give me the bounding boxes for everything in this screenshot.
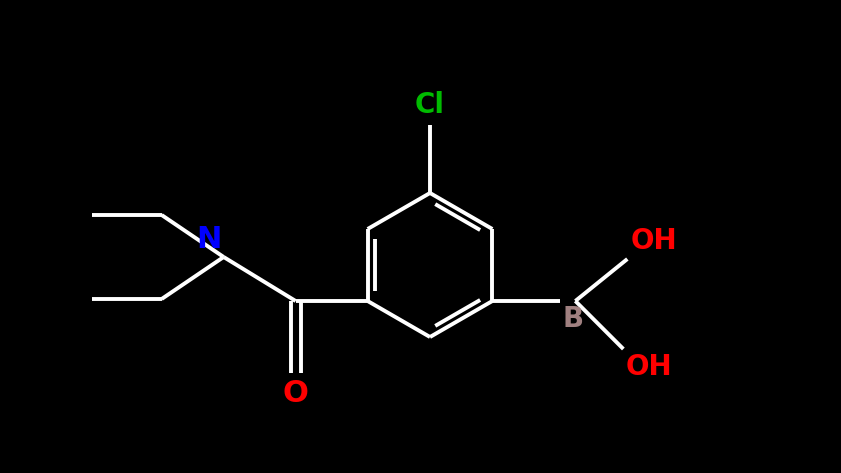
Text: OH: OH <box>631 227 677 255</box>
Text: N: N <box>196 225 222 254</box>
Text: OH: OH <box>626 353 672 381</box>
Text: O: O <box>283 379 309 408</box>
Text: Cl: Cl <box>415 91 445 119</box>
Text: B: B <box>563 305 584 333</box>
